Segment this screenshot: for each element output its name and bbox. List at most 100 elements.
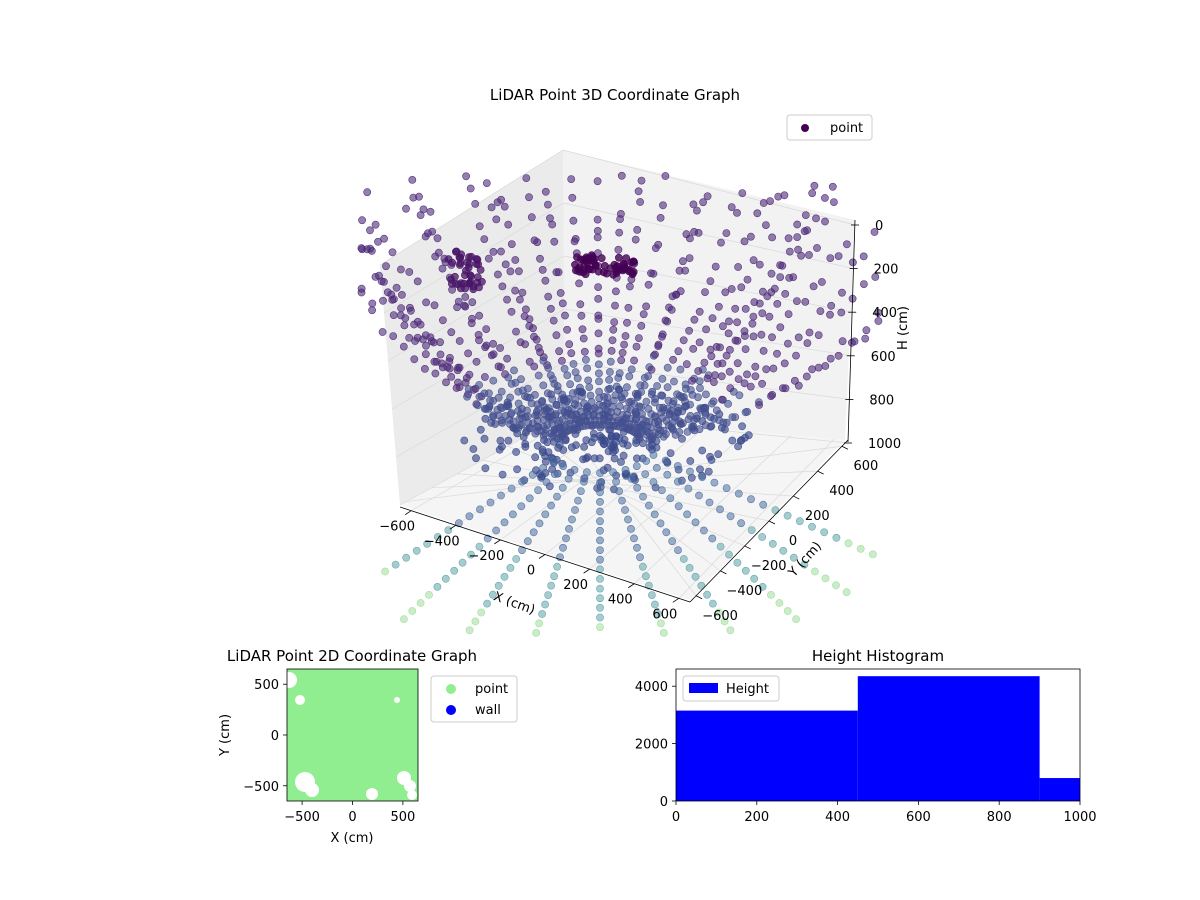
point-marker-3d	[658, 332, 666, 341]
point-marker-3d	[808, 189, 817, 198]
chart-3d: LiDAR Point 3D Coordinate Graph −600 −400…	[357, 86, 911, 637]
point-marker-3d	[496, 363, 505, 372]
point-marker-3d	[366, 226, 374, 235]
point-marker-3d	[419, 205, 428, 214]
point-marker-3d	[649, 478, 658, 487]
point-marker-3d	[707, 422, 716, 430]
point-marker-3d	[596, 507, 604, 516]
point-marker-3d	[678, 434, 686, 443]
point-marker-3d	[769, 364, 778, 373]
point-marker-3d	[615, 369, 624, 378]
point-marker-3d	[684, 484, 693, 493]
x-axis-label-2d: X (cm)	[331, 831, 374, 846]
point-marker-3d	[547, 581, 555, 590]
point-marker-3d	[523, 537, 532, 546]
point-marker-3d	[795, 517, 804, 526]
point-marker-3d	[668, 424, 676, 433]
point-marker-3d	[684, 415, 693, 424]
point-marker-3d	[720, 617, 729, 626]
point-marker-3d	[530, 236, 539, 245]
point-marker-3d	[856, 545, 865, 553]
point-marker-3d	[793, 233, 802, 241]
point-marker-3d	[553, 382, 562, 391]
point-marker-3d	[805, 251, 813, 259]
point-marker-3d	[734, 489, 743, 498]
point-marker-3d	[627, 365, 636, 374]
point-marker-3d	[511, 256, 520, 264]
point-marker-3d	[734, 263, 742, 271]
y-tick-label-3d: −400	[727, 584, 763, 599]
point-marker-3d	[472, 357, 481, 366]
point-marker-3d	[615, 402, 624, 411]
point-marker-3d	[751, 362, 760, 371]
point-marker-3d	[480, 434, 489, 443]
point-marker-3d	[480, 235, 489, 243]
point-marker-3d	[566, 380, 574, 389]
point-marker-3d	[813, 244, 821, 252]
point-marker-3d	[615, 253, 623, 262]
point-marker-3d	[580, 477, 588, 486]
point-marker-3d	[609, 270, 618, 279]
point-marker-3d	[712, 406, 721, 415]
point-marker-3d	[422, 298, 430, 307]
point-marker-3d	[606, 368, 614, 376]
point-marker-3d	[637, 388, 645, 396]
point-marker-3d	[467, 550, 475, 559]
point-marker-3d	[565, 525, 573, 533]
point-marker-3d	[826, 254, 835, 262]
point-marker-3d	[657, 391, 666, 400]
point-marker-3d	[568, 389, 577, 398]
point-marker-3d	[537, 398, 546, 406]
point-marker-3d	[703, 374, 712, 383]
y-tick-label-3d: 600	[854, 459, 879, 474]
point-marker-3d	[711, 371, 719, 380]
point-marker-3d	[746, 382, 755, 391]
point-marker-3d	[695, 377, 704, 385]
point-marker-3d	[486, 396, 494, 405]
point-marker-3d	[717, 372, 726, 381]
point-marker-3d	[783, 511, 792, 520]
point-marker-3d	[821, 362, 830, 370]
y-grid-line-3d	[431, 470, 818, 489]
point-marker-3d	[674, 347, 683, 356]
point-marker-3d	[426, 333, 435, 342]
point-marker-3d	[649, 269, 658, 278]
point-marker-3d	[445, 353, 454, 362]
point-marker-3d	[611, 301, 619, 310]
y-tick-mark-3d	[744, 545, 751, 550]
point-marker-3d	[871, 273, 880, 281]
point-marker-3d	[675, 391, 684, 400]
point-marker-3d	[389, 311, 398, 319]
point-marker-3d	[647, 365, 656, 374]
point-marker-3d	[828, 182, 837, 191]
point-marker-3d	[447, 279, 456, 288]
point-marker-3d	[461, 293, 470, 301]
point-marker-3d	[676, 419, 685, 428]
point-marker-3d	[422, 341, 430, 350]
point-marker-3d	[621, 332, 630, 340]
point-marker-3d	[639, 492, 647, 501]
point-marker-3d	[483, 599, 491, 608]
x-tick-mark-3d	[628, 583, 635, 589]
point-marker-3d	[517, 375, 525, 384]
point-marker-3d	[441, 574, 450, 583]
point-marker-3d	[431, 252, 440, 261]
point-marker-3d	[397, 290, 406, 299]
point-marker-3d	[534, 371, 543, 380]
point-marker-3d	[539, 463, 548, 472]
point-marker-3d	[580, 347, 589, 356]
point-marker-3d	[838, 337, 847, 346]
point-marker-3d	[535, 519, 544, 528]
point-marker-3d	[535, 619, 543, 628]
point-marker-3d	[724, 329, 733, 338]
point-marker-3d	[706, 452, 714, 461]
point-marker-3d	[676, 365, 685, 374]
point-marker-3d	[471, 617, 480, 626]
legend-histogram-label: Height	[726, 682, 769, 697]
point-marker-3d	[476, 265, 485, 274]
point-marker-3d	[363, 188, 372, 197]
point-marker-3d	[669, 355, 677, 364]
point-marker-3d	[682, 360, 691, 369]
point-marker-3d	[558, 356, 566, 365]
point-marker-3d	[546, 214, 554, 223]
